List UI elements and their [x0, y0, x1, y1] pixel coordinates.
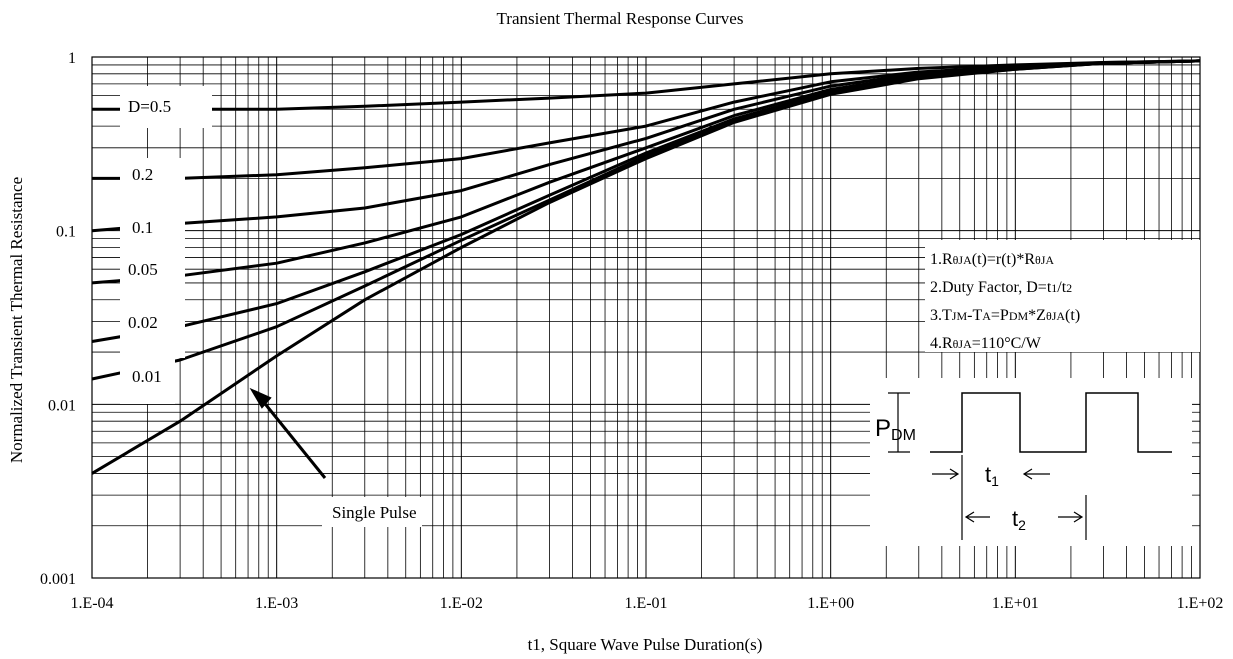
x-tick-label: 1.E-01 — [624, 595, 667, 612]
t1-arrow-right — [1022, 468, 1050, 480]
y-tick-label: 0.01 — [48, 397, 76, 414]
curve-labels: D=0.5 0.2 0.1 0.05 0.02 0.01 — [120, 86, 212, 404]
curve-line — [92, 59, 1201, 111]
notes-box: 1.RθJA(t)=r(t)*RθJA 2.Duty Factor, D=t1/t… — [925, 240, 1200, 352]
note-line: 4.RθJA=110°C/W — [930, 335, 1042, 352]
y-axis-label: Normalized Transient Thermal Resistance — [7, 177, 26, 463]
curve-label: 0.02 — [128, 313, 158, 332]
note-line: 1.RθJA(t)=r(t)*RθJA — [930, 251, 1054, 268]
y-tick-label: 1 — [68, 50, 76, 67]
tick-labels: 1.E-04 1.E-03 1.E-02 1.E-01 1.E+00 1.E+01 1.E+… — [40, 50, 1223, 612]
curves — [91, 59, 1201, 475]
pulse-bg — [870, 378, 1192, 546]
curve-label: 0.2 — [132, 165, 153, 184]
x-tick-label: 1.E+01 — [992, 595, 1039, 612]
label-bg — [175, 158, 185, 358]
x-tick-label: 1.E-02 — [440, 595, 483, 612]
t2-arrow-right — [1058, 511, 1084, 523]
y-tick-label: 0.001 — [40, 571, 76, 588]
label-bg — [120, 158, 175, 404]
note-line: 2.Duty Factor, D=t1/t2 — [930, 279, 1072, 296]
note-line: 3.TJM-TA=PDM*ZθJA(t) — [930, 307, 1080, 324]
single-pulse-annotation: Single Pulse — [249, 387, 422, 527]
x-tick-label: 1.E-03 — [255, 595, 298, 612]
chart-title: Transient Thermal Response Curves — [497, 9, 744, 28]
t1-arrow-left — [932, 468, 960, 480]
annotation-bg — [322, 497, 422, 527]
t2-arrow-left — [964, 511, 990, 523]
x-axis-label: t1, Square Wave Pulse Duration(s) — [528, 635, 763, 654]
curve-label: D=0.5 — [128, 97, 171, 116]
pulse-waveform — [930, 392, 1172, 453]
curve-label: 0.1 — [132, 218, 153, 237]
notes-bg — [925, 240, 1200, 352]
annotation-arrowhead — [249, 387, 272, 409]
curve-line — [91, 59, 1201, 475]
x-tick-label: 1.E+02 — [1177, 595, 1224, 612]
annotation-text: Single Pulse — [332, 503, 417, 522]
curve-label: 0.05 — [128, 260, 158, 279]
label-bg — [120, 86, 212, 128]
curve-label: 0.01 — [132, 367, 162, 386]
x-tick-label: 1.E-04 — [70, 595, 113, 612]
annotation-arrow — [260, 399, 327, 479]
x-tick-label: 1.E+00 — [807, 595, 854, 612]
y-tick-label: 0.1 — [56, 224, 76, 241]
